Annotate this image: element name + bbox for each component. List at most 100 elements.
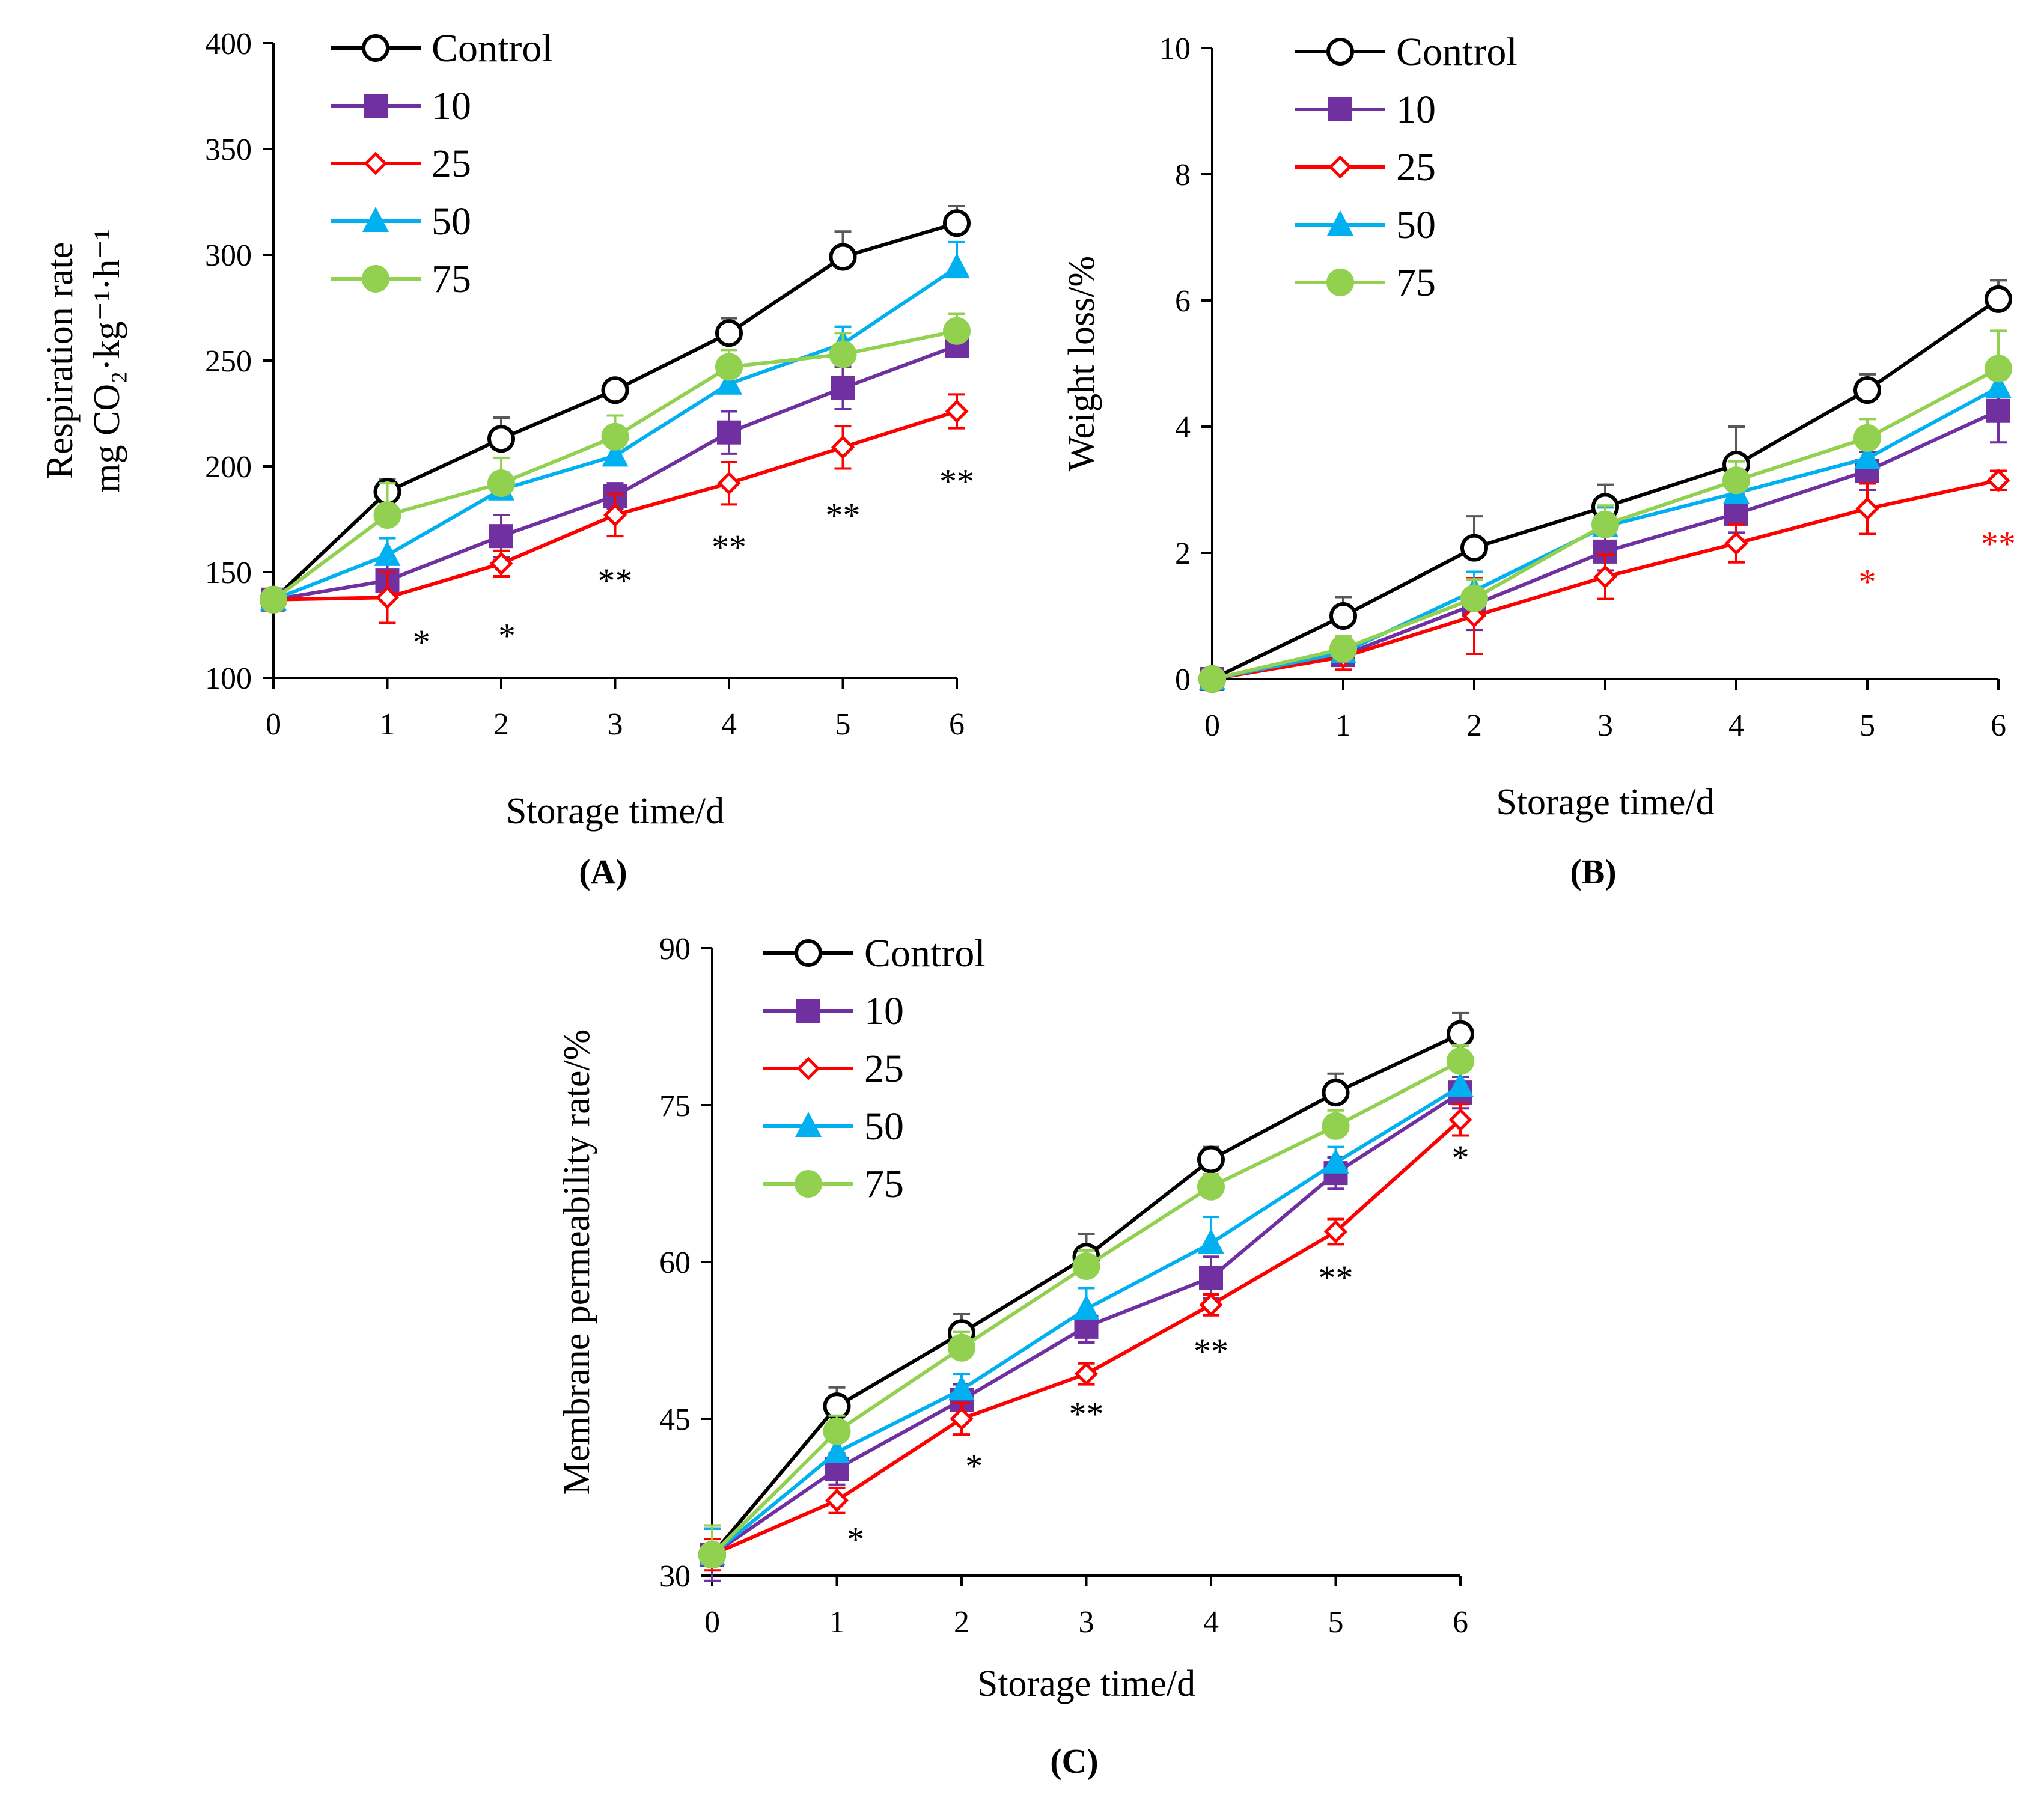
legend-label: Control [864,931,986,975]
panel-label: (B) [1570,852,1616,891]
significance-marker: ** [712,528,746,567]
legend-marker [796,1056,820,1080]
x-tick-label: 6 [1991,709,2006,743]
data-point [1329,635,1357,663]
significance-marker: ** [826,496,861,535]
series-control [1198,279,2012,693]
data-point [1448,1108,1472,1132]
x-tick-label: 1 [380,707,395,742]
legend-marker [362,34,389,62]
legend-label: 10 [432,84,471,128]
data-point [1199,1266,1223,1290]
legend-label: 50 [1396,203,1436,247]
data-point [1722,466,1750,495]
data-point [1447,1020,1474,1048]
x-axis-title: Storage time/d [1496,782,1714,823]
y-tick-label: 300 [205,239,252,273]
data-point [489,552,513,576]
x-tick-label: 6 [949,707,965,742]
series-10 [700,1076,1472,1582]
x-tick-label: 4 [721,707,737,742]
y-tick-label: 10 [1159,32,1191,66]
data-point [1322,1148,1349,1174]
data-point [1855,496,1879,521]
legend-marker [796,999,820,1023]
legend-label: 10 [864,989,904,1033]
legend-marker [364,94,388,118]
data-point [601,376,629,404]
y-tick-label: 90 [659,932,691,966]
legend-marker [795,1170,822,1198]
y-tick-label: 30 [659,1559,691,1594]
data-point [823,1417,851,1445]
significance-marker: * [1452,1138,1469,1177]
data-point [1447,1071,1474,1097]
significance-marker: * [413,623,430,662]
significance-marker: ** [1319,1258,1353,1297]
legend-marker [364,151,388,175]
data-point [1322,1079,1350,1107]
series-50 [699,1069,1474,1566]
y-axis-title: Respiration rate [40,242,81,479]
series-75 [260,312,971,614]
legend-marker [362,207,389,232]
significance-marker: ** [1069,1394,1104,1433]
legend-label: 10 [1396,88,1436,132]
series-75 [1198,329,2012,693]
data-point [1074,1362,1099,1386]
legend-marker [1326,269,1354,296]
data-point [260,585,287,614]
x-tick-label: 3 [608,707,623,742]
panel-b: 0 2 4 6 8 10 0 1 2 3 4 5 6 Storage time/d Weight loss/… [1061,30,2016,891]
y-axis-unit: mg CO₂·kg⁻¹·h⁻¹ [87,228,127,492]
data-point [829,243,857,271]
y-tick-label: 0 [1175,663,1191,697]
legend-label: 25 [1396,145,1436,189]
legend-label: Control [1396,30,1518,74]
data-point [1593,565,1617,589]
data-point [717,420,741,445]
y-tick-label: 4 [1175,410,1191,445]
data-point [1591,510,1619,538]
x-axis-title: Storage time/d [977,1663,1195,1704]
y-tick-label: 60 [659,1246,691,1280]
data-point [1323,1220,1348,1244]
data-point [945,399,969,424]
data-point [948,1333,975,1362]
data-point [829,340,857,368]
data-point [1986,398,2010,423]
data-point [823,1437,850,1463]
x-tick-label: 0 [704,1605,720,1639]
legend-label: 50 [864,1105,904,1148]
significance-marker: * [1859,562,1876,601]
data-point [1985,355,2012,383]
legend-label: 50 [432,200,471,243]
data-point [1724,531,1748,555]
x-tick-label: 1 [1335,709,1351,743]
data-point [831,435,855,459]
data-point [1197,1172,1225,1201]
data-point [601,422,629,451]
legend-marker [1326,38,1354,66]
data-point [1198,665,1226,693]
y-tick-label: 2 [1175,537,1191,571]
data-point [1460,534,1488,562]
x-tick-label: 0 [1204,709,1220,743]
data-point [1853,424,1881,452]
y-tick-label: 8 [1175,158,1191,192]
significance-marker: ** [598,561,633,600]
y-tick-label: 45 [659,1403,691,1437]
y-axis-title: Weight loss/% [1061,256,1102,471]
x-tick-label: 4 [1203,1605,1219,1639]
x-tick-label: 0 [266,707,281,742]
data-point [1447,1047,1474,1075]
data-point [603,503,627,527]
data-point [1072,1252,1100,1280]
x-tick-label: 2 [1466,709,1482,743]
legend-marker [1328,155,1352,179]
data-point [950,1407,974,1431]
significance-marker: ** [1194,1332,1228,1371]
data-point [831,376,855,400]
y-tick-label: 350 [205,133,252,167]
